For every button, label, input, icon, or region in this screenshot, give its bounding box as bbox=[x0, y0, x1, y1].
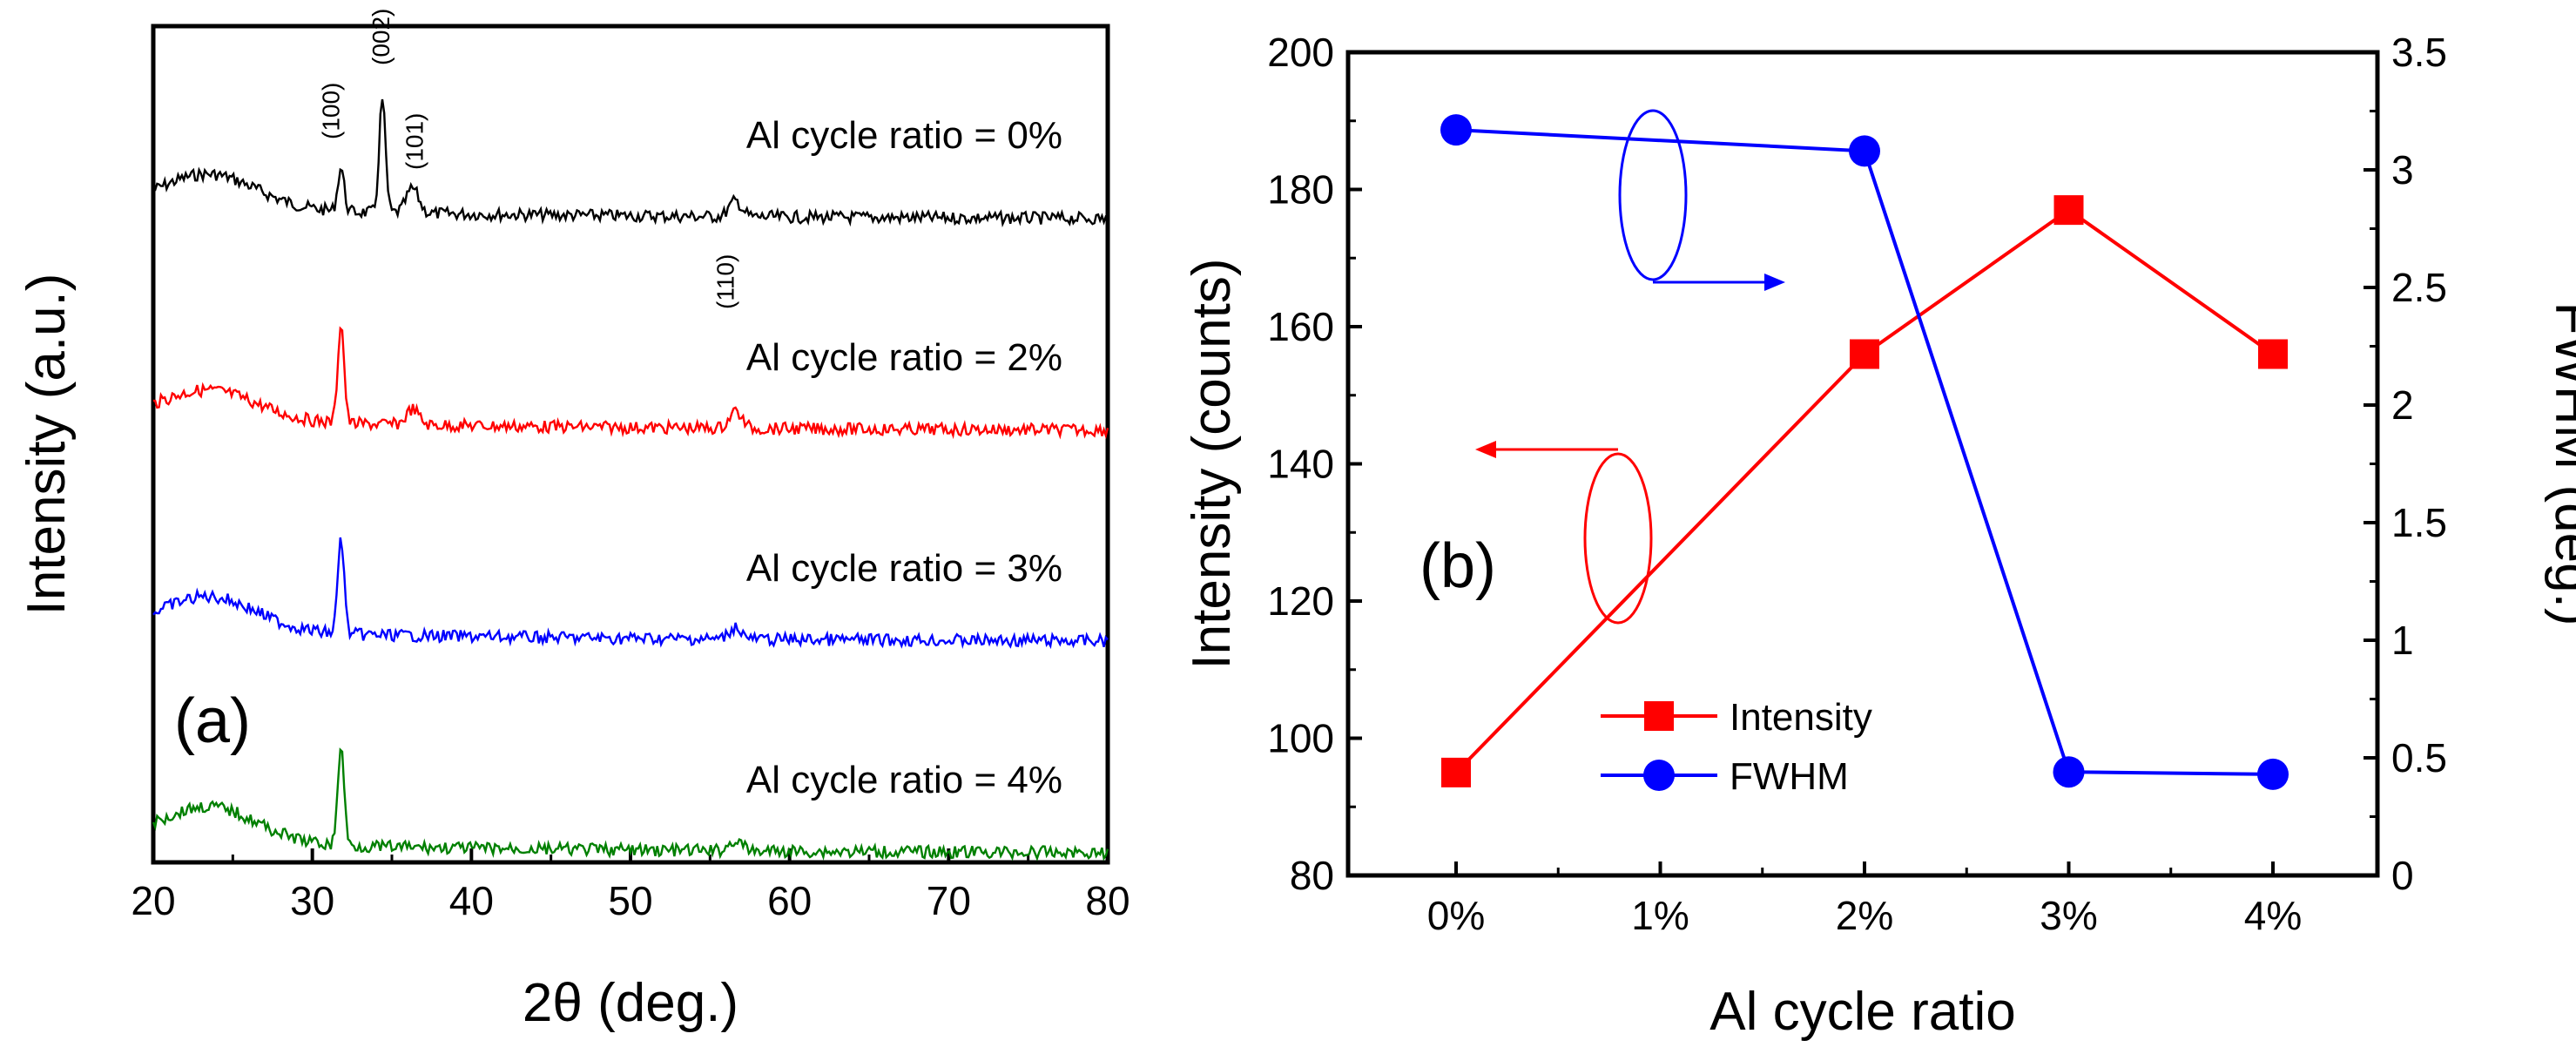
data-point-intensity bbox=[2053, 195, 2084, 226]
x-tick-label-a: 40 bbox=[449, 878, 494, 923]
series-label-a: Al cycle ratio = 4% bbox=[746, 759, 1062, 801]
data-point-fwhm bbox=[2257, 758, 2289, 790]
xrd-trace-0 bbox=[152, 98, 1109, 228]
panel-b-intensity-fwhm-chart: 0% 1% 2% 3% 4% 80 100 120 140 160 180 200 0 0.5 1 1.5 2 2… bbox=[1182, 30, 2576, 1042]
x-tick-label-b: 4% bbox=[2244, 893, 2302, 938]
series-line-fwhm bbox=[1455, 128, 2274, 776]
x-tick-label-b: 3% bbox=[2040, 893, 2097, 938]
intensity-arrow-head bbox=[1475, 441, 1496, 458]
peak-label: (002) bbox=[368, 9, 394, 65]
xrd-trace-2 bbox=[152, 537, 1109, 650]
series-label-a: Al cycle ratio = 0% bbox=[746, 114, 1062, 157]
peak-label: (110) bbox=[712, 254, 739, 309]
x-tick-label-a: 50 bbox=[608, 878, 652, 923]
data-point-intensity bbox=[1850, 339, 1879, 369]
y-left-tick-label: 200 bbox=[1267, 30, 1334, 75]
series-label-a: Al cycle ratio = 2% bbox=[746, 336, 1062, 379]
series-line-intensity bbox=[1454, 207, 2275, 774]
y-right-tick-label: 2.5 bbox=[2391, 265, 2447, 310]
y-right-tick-label: 3 bbox=[2391, 147, 2414, 193]
xrd-trace-3 bbox=[152, 747, 1109, 861]
x-tick-label-a: 60 bbox=[767, 878, 812, 923]
peak-label: (101) bbox=[401, 113, 428, 170]
legend-marker-intensity bbox=[1644, 701, 1674, 731]
fwhm-annotation-ellipse bbox=[1618, 109, 1688, 281]
y-left-tick-label: 180 bbox=[1267, 167, 1334, 213]
y-left-tick-label: 140 bbox=[1267, 442, 1334, 487]
x-axis-label-a: 2θ (deg.) bbox=[523, 973, 738, 1033]
fwhm-arrow-head bbox=[1764, 274, 1785, 291]
x-tick-label-a: 70 bbox=[927, 878, 971, 923]
intensity-annotation-ellipse bbox=[1583, 452, 1653, 625]
x-tick-label-a: 20 bbox=[131, 878, 175, 923]
x-tick-label-b: 1% bbox=[1631, 893, 1689, 938]
xrd-trace-1 bbox=[152, 326, 1109, 440]
y-left-tick-label: 160 bbox=[1267, 304, 1334, 349]
data-point-fwhm bbox=[2053, 756, 2085, 788]
y-left-axis-label: Intensity (counts) bbox=[1182, 258, 1242, 669]
y-right-tick-label: 3.5 bbox=[2391, 30, 2447, 75]
plot-frame-b bbox=[1345, 50, 2380, 878]
data-point-intensity bbox=[2258, 339, 2288, 369]
legend-label-intensity: Intensity bbox=[1730, 696, 1872, 739]
panel-label-a: (a) bbox=[174, 686, 251, 756]
y-left-tick-label: 120 bbox=[1267, 578, 1334, 624]
data-point-intensity bbox=[1441, 757, 1471, 787]
y-right-tick-label: 1.5 bbox=[2391, 500, 2447, 545]
data-point-fwhm bbox=[1849, 135, 1880, 167]
y-axis-label-a: Intensity (a.u.) bbox=[17, 274, 77, 616]
y-left-tick-label: 80 bbox=[1290, 853, 1334, 898]
y-right-tick-label: 0 bbox=[2391, 853, 2414, 898]
legend-marker-fwhm bbox=[1643, 760, 1675, 791]
x-axis-label-b: Al cycle ratio bbox=[1709, 982, 2015, 1042]
peak-label: (100) bbox=[318, 83, 345, 139]
y-right-axis-label: FWHM (deg.) bbox=[2544, 302, 2576, 626]
y-left-tick-label: 100 bbox=[1267, 716, 1334, 761]
series-label-a: Al cycle ratio = 3% bbox=[746, 547, 1062, 590]
x-tick-label-b: 2% bbox=[1836, 893, 1893, 938]
data-point-fwhm bbox=[1440, 114, 1472, 146]
x-tick-label-a: 30 bbox=[290, 878, 334, 923]
y-right-tick-label: 0.5 bbox=[2391, 735, 2447, 780]
y-right-tick-label: 1 bbox=[2391, 618, 2414, 663]
x-tick-label-b: 0% bbox=[1427, 893, 1485, 938]
y-right-tick-label: 2 bbox=[2391, 382, 2414, 428]
panel-label-b: (b) bbox=[1419, 531, 1496, 601]
panel-a-xrd-chart: 20 30 40 50 60 70 80 2θ (deg.) Intensity (a.u.) A… bbox=[17, 9, 1130, 1033]
legend-label-fwhm: FWHM bbox=[1730, 755, 1849, 798]
x-tick-label-a: 80 bbox=[1085, 878, 1130, 923]
